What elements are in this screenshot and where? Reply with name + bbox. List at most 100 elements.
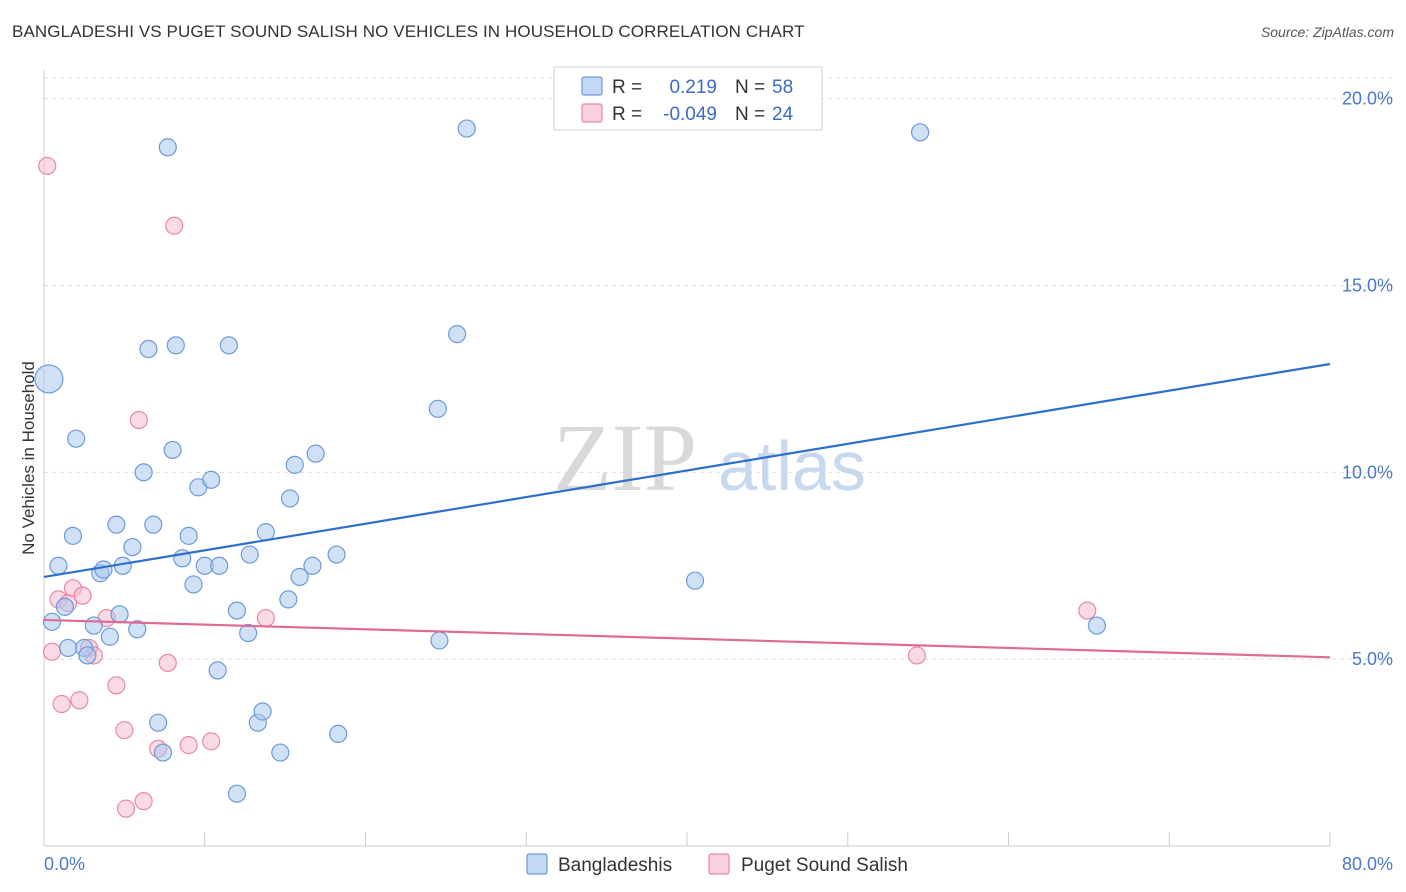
bangladeshis-point-21 [149,713,168,732]
watermark-zip: ZIP [553,404,697,511]
series-bangladeshis-points [34,119,1107,803]
x-tick-label-min: 0.0% [44,854,85,874]
bangladeshis-point-36 [227,601,246,620]
bangladeshis-point-50 [329,724,348,744]
source-label: Source: ZipAtlas.com [1260,24,1394,40]
legend-r-value-puget-sound-salish: -0.049 [663,104,717,125]
puget-sound-salish-point-23 [1078,601,1097,620]
legend-swatch-bangladeshis [581,76,603,96]
legend-n-label-bangladeshis: N = [735,77,765,98]
bangladeshis-point-53 [448,324,467,344]
puget-sound-salish-point-0 [38,156,57,176]
stats-legend: R = 0.219 N = 58 R = -0.049 N = 24 [553,66,823,131]
trend-lines [43,362,1331,659]
bangladeshis-point-2 [49,556,68,575]
bangladeshis-point-27 [179,526,198,545]
bangladeshis-point-57 [1087,616,1107,635]
bangladeshis-point-17 [128,620,147,639]
legend-r-label-puget-sound-salish: R = [612,104,642,125]
bangladeshis-point-51 [428,399,447,418]
puget-sound-salish-point-7 [73,586,92,605]
bangladeshis-point-5 [63,526,83,545]
x-ticks [43,832,1331,846]
bangladeshis-point-19 [139,339,158,359]
puget-sound-salish-point-6 [70,691,89,710]
bangladeshis-point-24 [163,440,182,460]
bangladeshis-point-3 [55,597,74,616]
puget-sound-salish-point-3 [52,694,71,714]
bangladeshis-point-54 [457,119,476,138]
bangladeshis-point-22 [153,743,173,762]
puget-sound-salish-point-13 [116,799,136,818]
legend-r-label-bangladeshis: R = [612,77,642,98]
bangladeshis-point-25 [166,336,185,355]
bangladeshis-point-9 [84,616,103,635]
puget-sound-salish-point-22 [907,646,926,665]
y-tick-label-20: 20.0% [1342,89,1393,109]
bangladeshis-point-1 [42,612,62,631]
bangladeshis-point-52 [430,631,449,650]
bangladeshis-point-38 [240,545,259,564]
puget-sound-salish-point-17 [158,653,177,673]
puget-sound-salish-point-18 [165,216,184,235]
legend-n-label-puget-sound-salish: N = [735,104,765,125]
bangladeshis-point-0 [34,364,64,394]
bangladeshis-point-47 [303,556,322,575]
watermark-atlas: atlas [718,427,866,505]
bangladeshis-point-40 [253,702,272,721]
chart-title: BANGLADESHI VS PUGET SOUND SALISH NO VEH… [12,22,805,41]
y-tick-label-10: 10.0% [1342,462,1393,482]
bangladeshis-point-6 [67,429,86,448]
bangladeshis-point-18 [134,463,153,482]
bangladeshis-point-32 [208,661,227,680]
puget-sound-salish-point-12 [115,721,134,740]
puget-sound-salish-point-11 [107,676,126,695]
puget-sound-salish-point-14 [129,410,148,430]
bangladeshis-point-13 [107,515,126,534]
bangladeshis-point-42 [271,743,290,762]
bangladeshis-point-41 [256,523,275,542]
y-tick-label-15: 15.0% [1342,276,1393,296]
puget-sound-salish-point-19 [179,736,198,755]
bangladeshis-point-49 [327,545,346,564]
bangladeshis-point-16 [123,537,142,557]
bangladeshis-point-8 [78,646,97,665]
trend-line-puget-sound-salish [43,618,1331,659]
bangladeshis-point-20 [144,515,163,534]
bangladeshis-point-4 [59,638,78,658]
legend-swatch-puget-sound-salish [581,103,603,123]
bangladeshis-point-35 [227,784,246,803]
y-axis-label: No Vehicles in Household [19,361,38,555]
watermark: ZIP atlas [553,404,866,511]
bangladeshis-point-45 [285,455,304,474]
bangladeshis-point-34 [219,336,238,355]
bangladeshis-point-33 [210,556,229,575]
bangladeshis-point-56 [910,123,930,142]
bangladeshis-point-12 [100,627,120,646]
grid-lines [44,77,1393,660]
bangladeshis-point-37 [239,623,258,643]
bangladeshis-point-28 [184,575,203,594]
y-tick-labels: 5.0% 10.0% 15.0% 20.0% [1342,89,1393,669]
puget-sound-salish-point-21 [256,608,275,628]
series-legend-label-puget-sound-salish: Puget Sound Salish [741,855,908,876]
bangladeshis-point-15 [110,605,129,624]
bangladeshis-point-43 [279,590,298,609]
legend-n-value-puget-sound-salish: 24 [772,104,794,125]
series-legend-swatch-puget-sound-salish [708,853,730,875]
series-legend: Bangladeshis Puget Sound Salish [526,853,908,876]
puget-sound-salish-point-1 [42,642,62,661]
bangladeshis-point-48 [306,444,325,463]
bangladeshis-point-23 [158,138,177,157]
series-legend-label-bangladeshis: Bangladeshis [558,855,672,876]
puget-sound-salish-point-15 [134,792,153,811]
series-legend-swatch-bangladeshis [526,853,548,875]
bangladeshis-point-55 [685,571,705,590]
legend-n-value-bangladeshis: 58 [772,77,793,98]
y-tick-label-5: 5.0% [1352,649,1393,669]
puget-sound-salish-point-20 [202,732,221,751]
bangladeshis-point-44 [280,489,300,508]
x-tick-label-max: 80.0% [1342,854,1393,874]
trend-line-bangladeshis [43,362,1331,579]
